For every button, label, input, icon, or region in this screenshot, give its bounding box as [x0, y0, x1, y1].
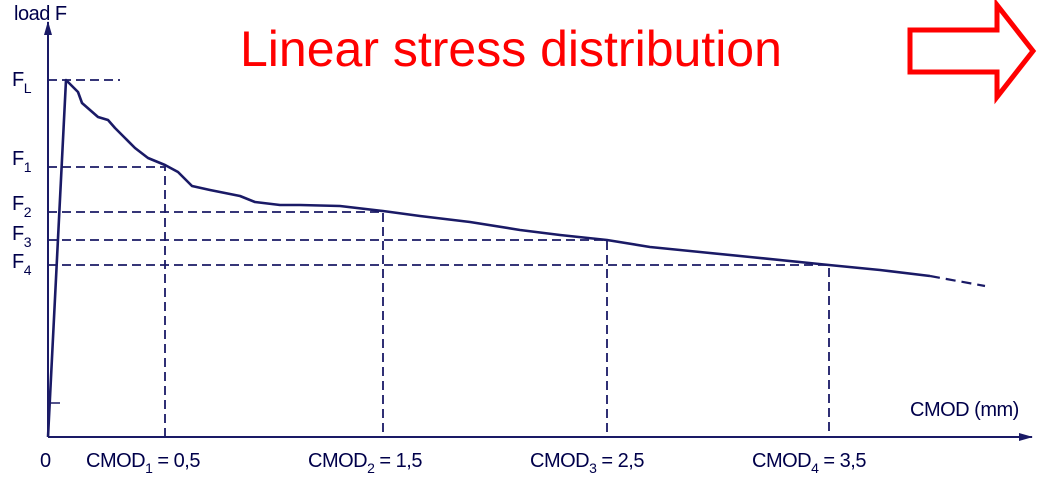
label-sub: L [24, 80, 32, 96]
label-sub: 1 [145, 460, 153, 476]
guide-line [48, 166, 166, 437]
label-sub: 1 [24, 159, 32, 175]
guide-line [48, 211, 384, 437]
label-main: F [12, 69, 24, 91]
label-main: F [12, 223, 24, 245]
label-main: CMOD [530, 450, 589, 472]
y-label: F4 [12, 251, 32, 278]
label-main: CMOD [86, 450, 145, 472]
x-label: CMOD2 = 1,5 [308, 450, 422, 476]
label-sub: 2 [367, 460, 375, 476]
guide-line [48, 264, 830, 437]
x-labels: CMOD1 = 0,5 CMOD2 = 1,5 CMOD3 = 2,5 CMOD4 = 3,5 [86, 450, 867, 476]
label-sub: 2 [24, 204, 32, 220]
label-rest: = 1,5 [379, 450, 422, 472]
arrow-icon [907, 0, 1037, 105]
y-label: F3 [12, 223, 32, 250]
x-label: CMOD4 = 3,5 [752, 450, 866, 476]
label-sub: 3 [24, 234, 32, 250]
y-axis-label: load F [14, 3, 67, 25]
origin-label: 0 [40, 450, 51, 472]
label-sub: 3 [589, 460, 597, 476]
title: Linear stress distribution [240, 21, 782, 77]
x-label: CMOD1 = 0,5 [86, 450, 200, 476]
x-axis-label: CMOD (mm) [910, 399, 1019, 421]
label-rest: = 3,5 [823, 450, 866, 472]
label-main: CMOD [308, 450, 367, 472]
guide-line [48, 239, 608, 437]
y-label: F1 [12, 148, 32, 175]
label-main: F [12, 148, 24, 170]
y-label: F2 [12, 193, 32, 220]
x-label: CMOD3 = 2,5 [530, 450, 644, 476]
label-main: CMOD [752, 450, 811, 472]
load-curve [46, 78, 931, 438]
label-main: F [12, 251, 24, 273]
label-sub: 4 [24, 262, 32, 278]
y-label: FL [12, 69, 32, 96]
curve-extension [929, 274, 986, 288]
label-rest: = 2,5 [601, 450, 644, 472]
label-sub: 4 [811, 460, 819, 476]
label-main: F [12, 193, 24, 215]
label-rest: = 0,5 [157, 450, 200, 472]
